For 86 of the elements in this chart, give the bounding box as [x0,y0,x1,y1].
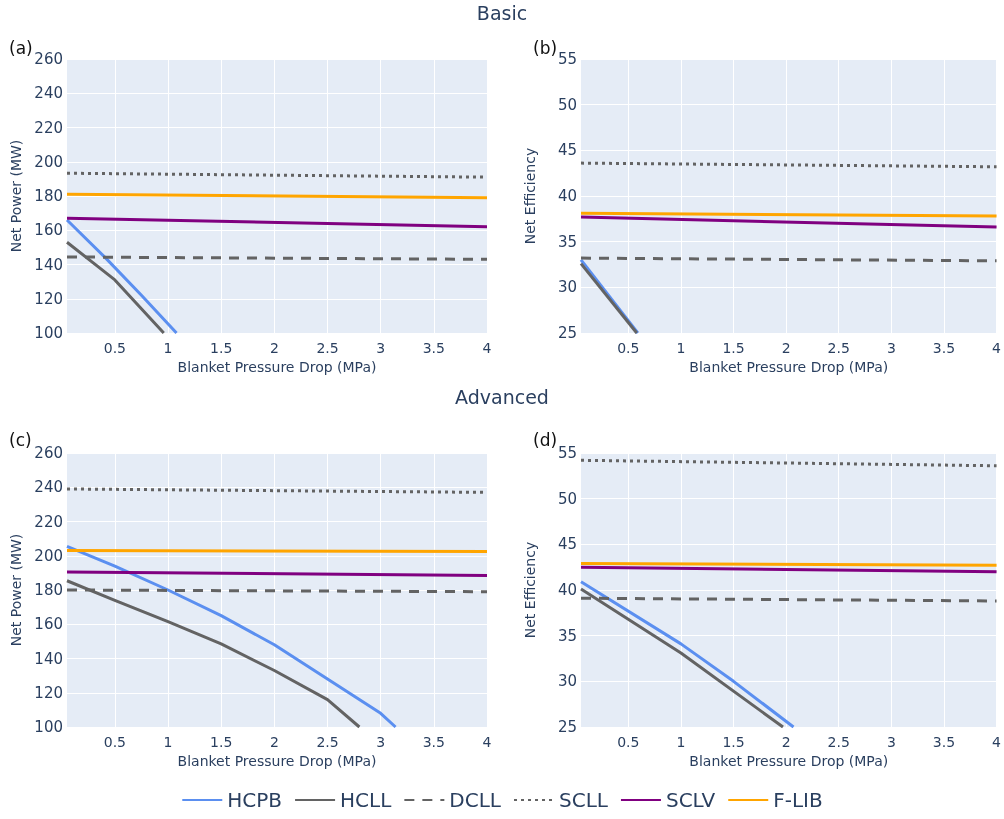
x-tick-label: 1.5 [210,340,233,356]
x-axis-title: Blanket Pressure Drop (MPa) [177,358,377,375]
x-axis-title: Blanket Pressure Drop (MPa) [689,358,889,375]
legend-label: F-LIB [773,788,823,812]
y-tick-label: 180 [34,581,63,599]
y-tick-label: 260 [34,444,63,462]
y-tick-label: 180 [34,187,63,205]
x-tick-label: 0.5 [617,734,640,750]
y-tick-label: 30 [557,672,577,691]
y-tick-label: 30 [557,278,577,297]
y-tick-label: 240 [34,478,63,497]
x-tick-label: 2 [781,734,791,750]
y-tick-label: 220 [34,118,63,137]
y-tick-label: 25 [557,718,577,736]
chart-title: (c) [9,429,32,450]
chart-title: (a) [9,37,33,58]
legend-label: SCLL [559,788,609,812]
x-tick-label: 2 [269,340,279,356]
x-tick-label: 4 [992,734,1002,750]
y-tick-label: 120 [34,289,63,308]
y-tick-label: 240 [34,84,63,103]
x-tick-label: 2.5 [316,340,339,356]
x-tick-label: 3 [886,340,896,356]
y-axis-title: Net Efficiency [522,541,538,639]
y-tick-label: 140 [34,649,63,668]
x-tick-label: 4 [482,734,492,750]
x-tick-label: 2.5 [827,340,850,356]
y-tick-label: 50 [557,95,577,114]
y-tick-label: 40 [557,581,577,599]
x-tick-label: 1 [676,734,686,750]
x-tick-label: 4 [992,340,1002,356]
y-tick-label: 100 [34,718,63,736]
x-tick-label: 2 [781,340,791,356]
y-tick-label: 50 [557,489,577,508]
legend-label: DCLL [449,788,502,812]
y-tick-label: 45 [557,141,577,160]
line-series [65,544,398,729]
x-tick-label: 1 [163,340,173,356]
y-tick-label: 55 [557,444,577,462]
y-tick-label: 35 [557,626,577,645]
chart-subtitle: Advanced [454,386,550,408]
x-tick-label: 4 [482,340,492,356]
y-axis-title: Net Power (MW) [8,139,24,253]
y-tick-label: 100 [34,324,63,342]
x-tick-label: 3.5 [932,734,956,750]
x-axis-title: Blanket Pressure Drop (MPa) [689,752,889,769]
x-axis-title: Blanket Pressure Drop (MPa) [177,752,377,769]
x-tick-label: 3 [376,340,386,356]
x-tick-label: 0.5 [617,340,640,356]
y-tick-label: 200 [34,152,63,171]
x-tick-label: 2 [269,734,279,750]
y-tick-label: 25 [557,324,577,342]
y-tick-label: 160 [34,615,63,634]
x-tick-label: 1.5 [210,734,233,750]
chart-subtitle: Basic [475,2,529,24]
y-tick-label: 200 [34,546,63,565]
y-tick-label: 55 [557,50,577,68]
x-tick-label: 0.5 [103,340,126,356]
y-tick-label: 220 [34,512,63,531]
x-tick-label: 1.5 [722,340,745,356]
x-tick-label: 1 [163,734,173,750]
y-axis-title: Net Efficiency [522,147,538,245]
x-tick-label: 0.5 [103,734,126,750]
legend-label: HCLL [340,788,393,812]
x-tick-label: 2.5 [827,734,850,750]
x-tick-label: 3.5 [422,340,445,356]
legend-label: SCLV [665,788,716,812]
y-tick-label: 120 [34,683,63,702]
x-tick-label: 1 [676,340,686,356]
y-tick-label: 40 [557,187,577,205]
y-tick-label: 160 [34,221,63,240]
x-tick-label: 3.5 [422,734,445,750]
x-tick-label: 1.5 [722,734,745,750]
x-tick-label: 2.5 [316,734,339,750]
y-tick-label: 140 [34,255,63,274]
x-tick-label: 3 [376,734,386,750]
y-tick-label: 35 [557,232,577,251]
x-tick-label: 3 [886,734,896,750]
y-axis-title: Net Power (MW) [8,533,24,647]
y-tick-label: 45 [557,535,577,554]
chart-title: (d) [533,429,558,450]
x-tick-label: 3.5 [932,340,956,356]
chart-title: (b) [533,37,558,58]
y-tick-label: 260 [34,50,63,68]
line-series [65,218,179,335]
legend-label: HCPB [227,788,283,812]
